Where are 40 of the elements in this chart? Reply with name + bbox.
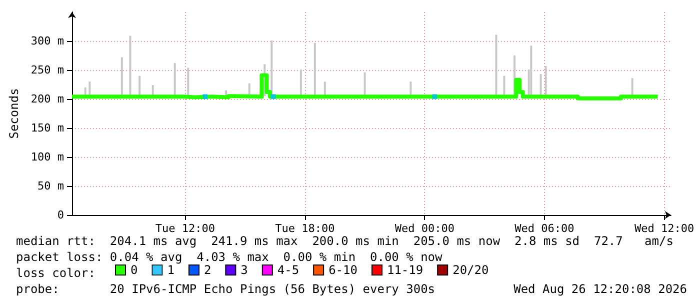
y-axis-title: Seconds [7,88,21,139]
y-tick-label: 150 m [30,122,64,134]
y-tick-label: 50 m [38,180,64,192]
y-tick-label: 200 m [30,92,64,106]
legend-label: 0 [130,263,138,277]
bar [138,76,141,96]
y-tick-label: 100 m [30,150,64,164]
x-tick-label: Tue 12:00 [155,222,215,235]
legend-label: 6-10 [328,263,358,277]
bar [270,40,273,96]
legend-label: 11-19 [386,263,424,277]
legend-label: 2 [204,263,212,277]
x-tick-label: Wed 12:00 [634,222,694,235]
bar [530,46,532,96]
bar [495,34,498,96]
bar [174,63,176,96]
bar [129,36,132,96]
bar [544,66,547,96]
legend-title: loss color: [16,266,96,280]
legend-label: 20/20 [452,263,489,277]
y-tick-label: 300 m [30,34,64,48]
bar [314,42,316,96]
x-tick-label: Wed 00:00 [394,222,454,235]
text: Wed Aug 26 12:20:08 2026 [514,282,687,296]
legend-label: 1 [167,263,174,277]
bar [503,76,506,96]
bar [540,74,542,96]
legend-label: 3 [240,263,248,277]
bar [300,69,302,96]
text: median rtt: 204.1 ms avg 241.9 ms max 200.0 ms min 205.0 ms now 2.8 ms sd 72.7 am/s [16,234,674,248]
bar [120,57,123,96]
legend-label: 4-5 [277,263,300,277]
y-tick-label: 250 m [30,64,64,76]
y-tick-label: 0 [57,208,64,222]
text: probe: 20 IPv6-ICMP Echo Pings (56 Bytes) every 300s [16,282,436,296]
x-tick-label: Tue 18:00 [275,222,335,235]
bar [364,72,366,96]
x-tick-label: Wed 06:00 [514,222,574,235]
text: packet loss: 0.04 % avg 4.03 % max 0.00 % min 0.00 % now [16,250,444,264]
bar [187,68,190,96]
